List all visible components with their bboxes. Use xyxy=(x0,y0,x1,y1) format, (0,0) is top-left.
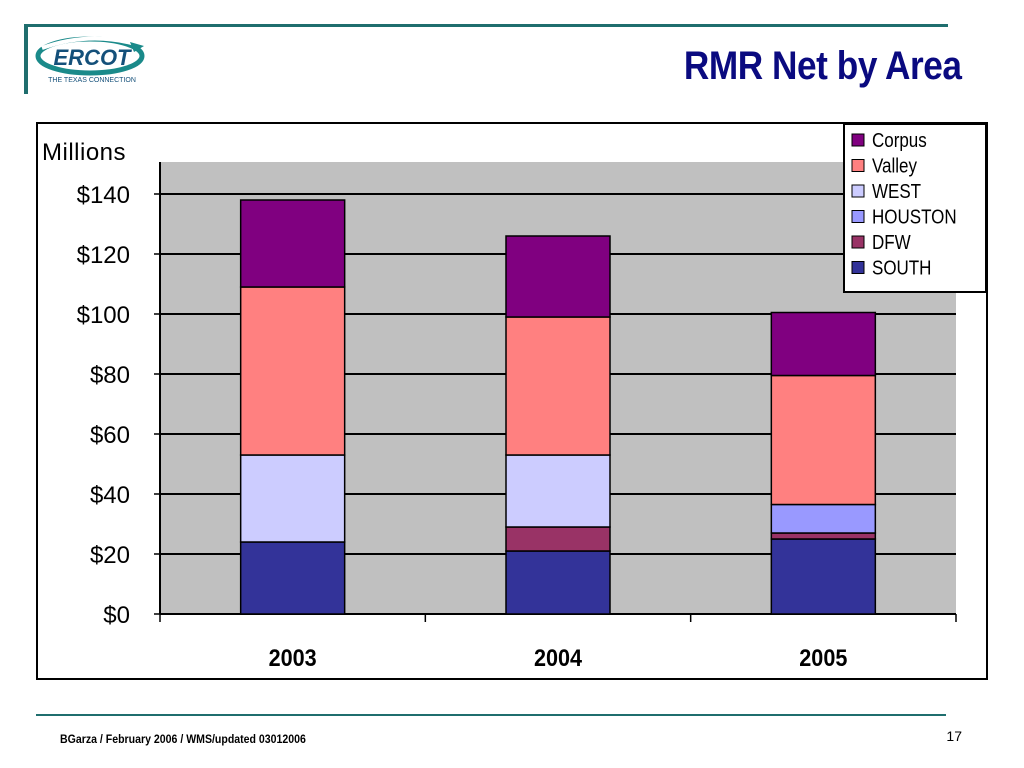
legend-swatch-houston xyxy=(851,210,865,223)
bar-segment-west-2003 xyxy=(239,454,346,543)
svg-text:ERCOT: ERCOT xyxy=(54,45,133,70)
bar-segment-dfw-2004 xyxy=(505,526,611,552)
page-number: 17 xyxy=(946,728,962,744)
bar-segment-south-2004 xyxy=(505,550,611,615)
legend-swatch-valley xyxy=(851,159,865,172)
legend-label-corpus: Corpus xyxy=(872,129,927,152)
y-tick-label: $20 xyxy=(90,542,130,569)
legend-swatch-south xyxy=(851,261,865,274)
y-tick-label: $100 xyxy=(77,302,130,329)
bar-segment-west-2004 xyxy=(505,454,611,528)
y-tick-label: $0 xyxy=(103,602,130,629)
bar-segment-south-2003 xyxy=(239,541,346,615)
ercot-logo: ERCOT THE TEXAS CONNECTION xyxy=(35,36,145,84)
y-tick-label: $80 xyxy=(90,362,130,389)
bar-segment-dfw-2005 xyxy=(770,532,877,540)
y-tick-label: $120 xyxy=(77,242,130,269)
rmr-stacked-bar-chart: $0 $20 $40 $60 $80 $100 $120 $140 Millions 2003 20… xyxy=(42,124,986,671)
legend-label-dfw: DFW xyxy=(872,231,911,254)
bar-segment-corpus-2004 xyxy=(505,235,611,318)
footer-credit: BGarza / February 2006 / WMS/updated 030… xyxy=(60,732,306,746)
bar-segment-houston-2005 xyxy=(770,503,877,534)
page-title: RMR Net by Area xyxy=(684,44,962,88)
bar-segment-valley-2004 xyxy=(505,316,611,456)
bar-segment-valley-2005 xyxy=(770,374,877,506)
x-tick-label: 2005 xyxy=(799,644,847,671)
y-tick-label: $140 xyxy=(77,182,130,209)
legend-swatch-west xyxy=(851,184,865,198)
legend-label-south: SOUTH xyxy=(872,256,931,279)
chart-frame: $0 $20 $40 $60 $80 $100 $120 $140 Millions 2003 20… xyxy=(36,122,988,680)
bar-segment-south-2005 xyxy=(770,538,877,615)
header-rule xyxy=(24,24,948,27)
legend-label-valley: Valley xyxy=(872,154,918,177)
x-tick-label: 2003 xyxy=(269,644,317,671)
y-axis-label: Millions xyxy=(42,139,126,166)
legend-label-houston: HOUSTON xyxy=(872,205,957,228)
legend-label-west: WEST xyxy=(872,180,921,203)
footer-rule xyxy=(36,714,946,716)
legend-swatch-corpus xyxy=(851,133,865,147)
bar-segment-corpus-2005 xyxy=(770,311,877,377)
bar-segment-corpus-2003 xyxy=(239,199,346,288)
legend-box xyxy=(843,124,986,293)
y-tick-label: $40 xyxy=(90,482,130,509)
svg-text:THE TEXAS CONNECTION: THE TEXAS CONNECTION xyxy=(48,77,136,84)
y-tick-label: $60 xyxy=(90,422,130,449)
legend-swatch-dfw xyxy=(851,235,865,249)
bar-segment-valley-2003 xyxy=(239,286,346,456)
x-tick-label: 2004 xyxy=(534,644,582,671)
header-rule-vertical xyxy=(24,24,28,94)
